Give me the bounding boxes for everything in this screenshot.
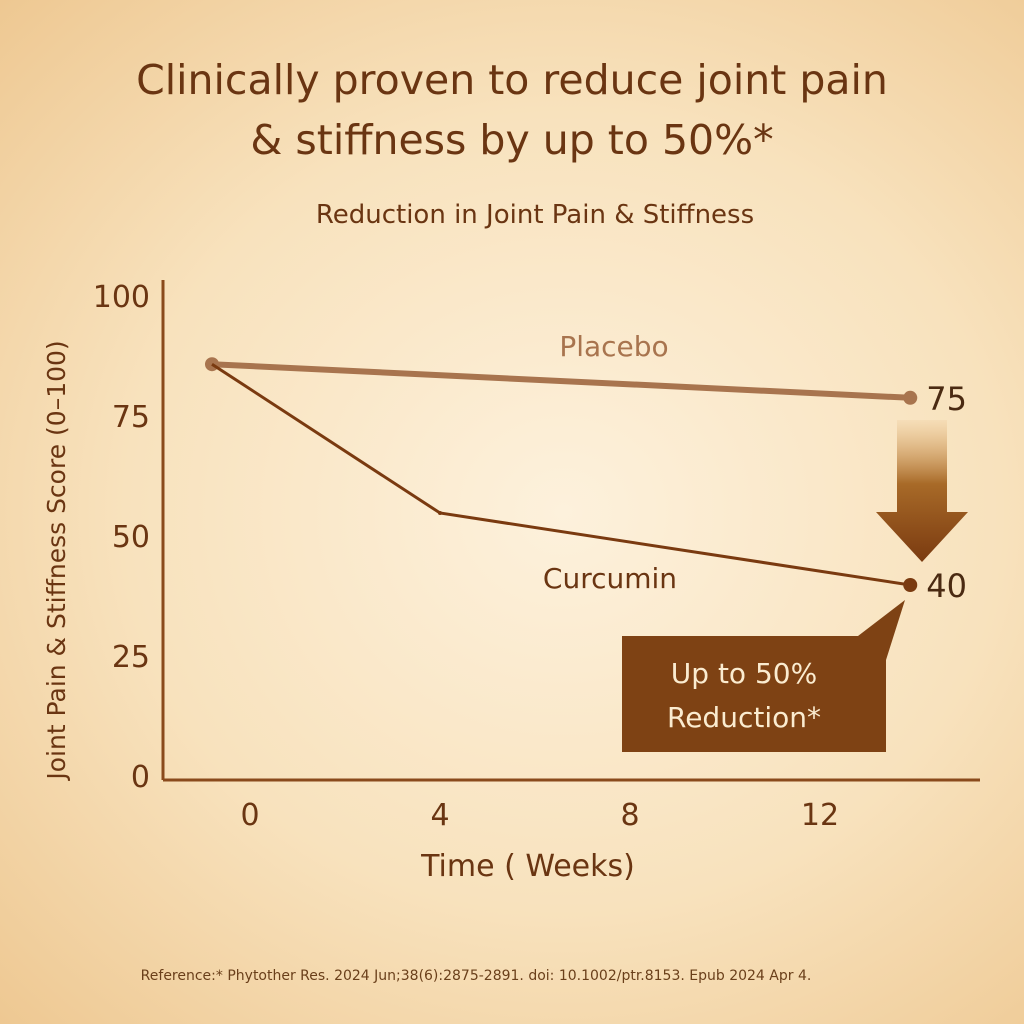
y-tick-label: 25 — [112, 640, 150, 675]
legend-curcumin: Curcumin — [543, 562, 677, 595]
x-tick-label: 0 — [240, 798, 259, 833]
data-point-curcumin — [438, 511, 442, 515]
reduction-arrow-icon — [876, 420, 968, 562]
y-tick-label: 0 — [131, 760, 150, 795]
legend-placebo: Placebo — [559, 330, 668, 363]
headline: Clinically proven to reduce joint pain &… — [0, 50, 1024, 170]
callout-box — [622, 600, 905, 752]
reference-note: Reference:* Phytother Res. 2024 Jun;38(6… — [140, 968, 812, 984]
y-tick-label: 100 — [93, 280, 150, 315]
headline-line2: & stiffness by up to 50%* — [250, 116, 774, 164]
x-axis-label: Time ( Weeks) — [420, 849, 635, 884]
end-label-curcumin: 40 — [926, 567, 967, 605]
callout-line2: Reduction* — [667, 701, 821, 734]
series-line-curcumin — [211, 362, 911, 587]
chart-title: Reduction in Joint Pain & Stiffness — [315, 200, 755, 230]
series-line-placebo — [211, 361, 911, 401]
y-tick-label: 75 — [112, 400, 150, 435]
headline-line1: Clinically proven to reduce joint pain — [136, 56, 888, 104]
callout-line1: Up to 50% — [670, 657, 818, 690]
y-axis-label: Joint Pain & Stiffness Score (0–100) — [42, 340, 71, 781]
x-tick-label: 12 — [801, 798, 839, 833]
callout-text: Up to 50% Reduction* — [622, 652, 866, 740]
data-point-placebo — [903, 390, 918, 405]
data-point-curcumin — [903, 578, 918, 592]
x-tick-label: 4 — [430, 798, 449, 833]
y-tick-label: 50 — [112, 520, 150, 555]
end-label-placebo: 75 — [926, 380, 967, 418]
x-tick-label: 8 — [620, 798, 639, 833]
